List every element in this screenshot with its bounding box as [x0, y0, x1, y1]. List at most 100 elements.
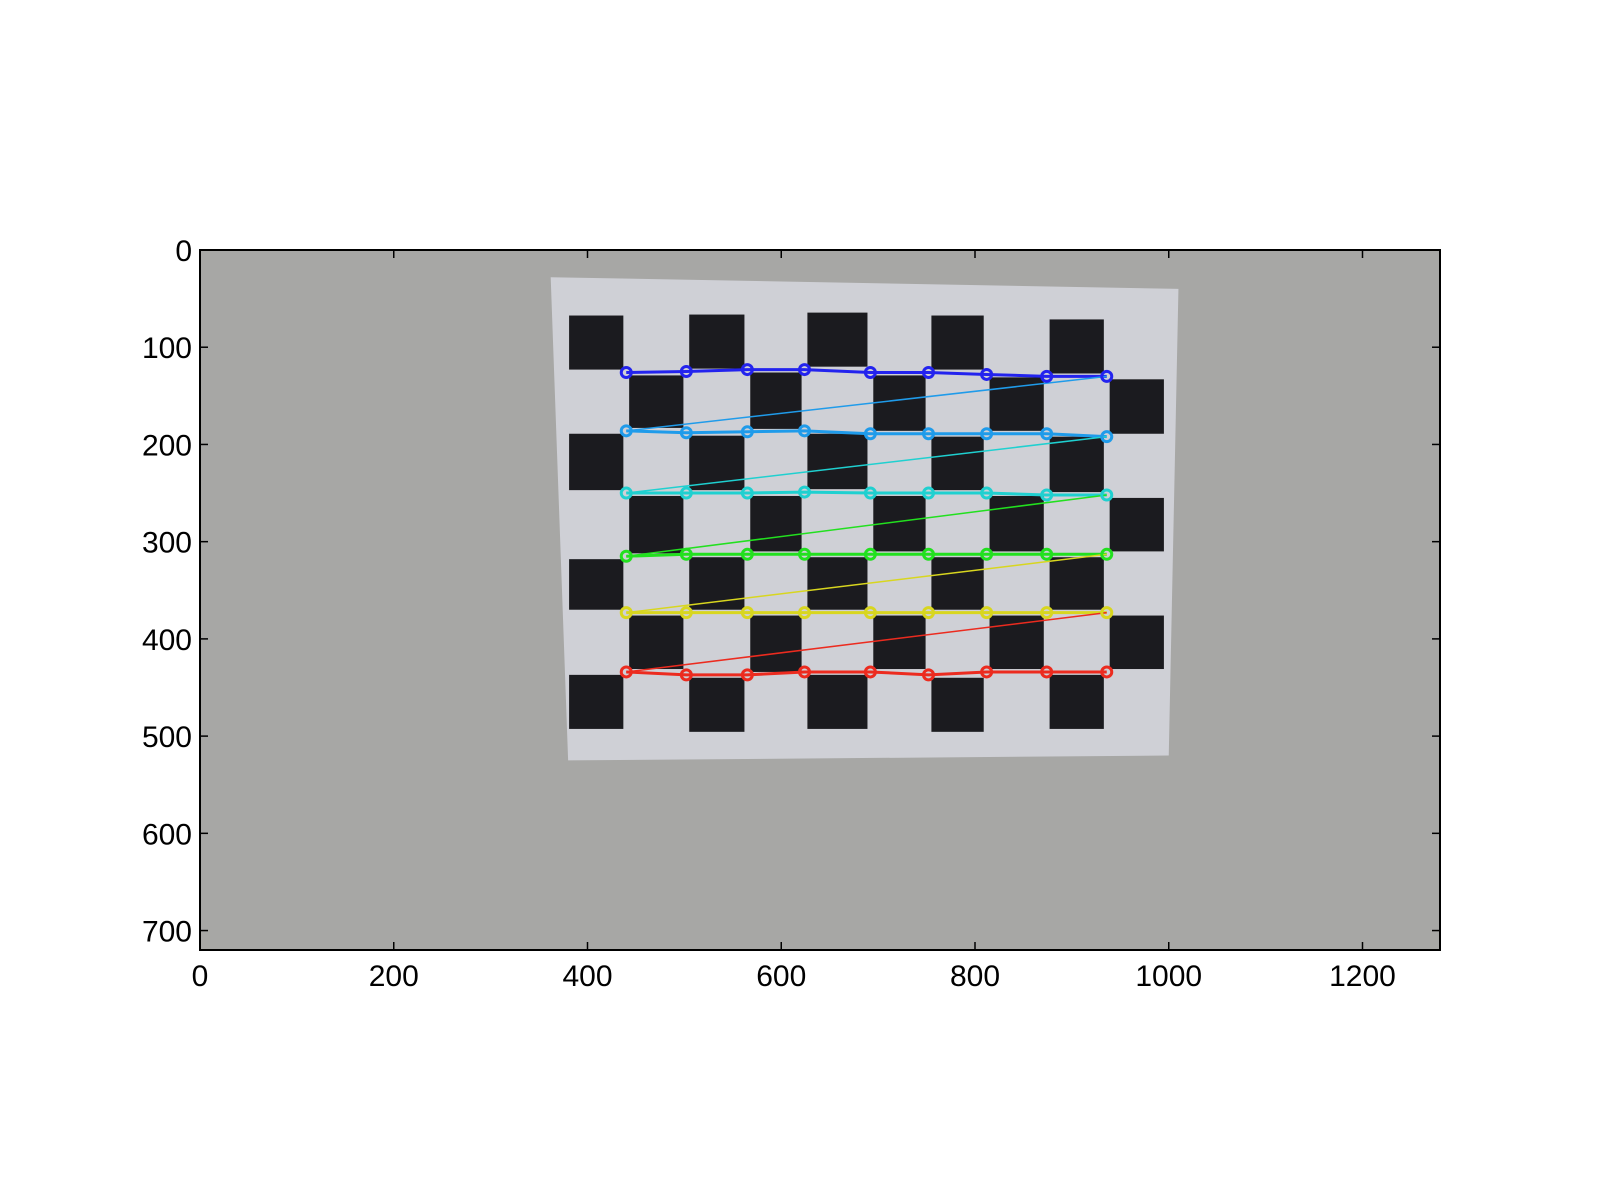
corner-row-line [626, 670, 1107, 677]
photo-image [200, 250, 1440, 950]
corner-point [922, 547, 935, 561]
corner-point [679, 668, 693, 682]
corner-row-1 [619, 363, 1114, 432]
checker-square [931, 315, 984, 370]
corner-row-connector [626, 375, 1107, 432]
checker-square [689, 677, 745, 732]
corner-point [863, 547, 877, 561]
corner-point [1100, 547, 1114, 561]
checker-square [807, 557, 868, 610]
corner-row-line [626, 552, 1107, 558]
checker-square [1049, 674, 1104, 729]
x-tick-label: 1200 [1329, 960, 1396, 993]
axis-ticks: 0 200 400 600 800 1000 1200 0 100 200 300 400 500 600… [142, 235, 1440, 993]
checker-square [931, 677, 984, 732]
corner-point [619, 549, 633, 563]
corner-point [619, 424, 633, 438]
corner-point [679, 547, 693, 561]
checker-square [750, 372, 802, 429]
corner-point [798, 363, 811, 377]
checker-square [1109, 615, 1164, 670]
y-tick-label: 300 [142, 527, 192, 560]
checker-square [750, 615, 802, 672]
checker-square [689, 435, 745, 491]
corner-point [740, 486, 754, 500]
corner-point [679, 426, 693, 440]
corner-point [1100, 665, 1114, 679]
checker-square [1109, 379, 1164, 434]
y-tick-label: 700 [142, 916, 192, 949]
corner-point [679, 606, 693, 620]
corner-row-5 [619, 606, 1114, 673]
checkerboard [569, 312, 1164, 732]
corner-point [740, 425, 754, 439]
corner-point [1040, 427, 1054, 441]
y-tick-label: 500 [142, 721, 192, 754]
y-tick-label: 100 [142, 332, 192, 365]
checker-square [807, 312, 868, 367]
corner-point [980, 547, 994, 561]
corner-row-2 [619, 424, 1114, 494]
corner-point [980, 665, 994, 679]
corner-row-connector [626, 435, 1107, 494]
corner-point [798, 485, 811, 499]
corner-point [798, 606, 811, 620]
corner-point [922, 668, 935, 682]
checker-square [689, 314, 745, 369]
corner-point [922, 427, 935, 441]
corner-point [740, 363, 754, 377]
corner-point [1040, 665, 1054, 679]
checker-square [1109, 497, 1164, 552]
corner-row-line [626, 490, 1107, 497]
checker-square [873, 615, 926, 670]
corner-point [1100, 369, 1114, 383]
corner-point [619, 665, 633, 679]
corner-point [1040, 488, 1054, 502]
corner-point [863, 665, 877, 679]
checker-square [569, 674, 624, 729]
corner-point [980, 367, 994, 381]
corner-point [740, 547, 754, 561]
corner-point [1040, 369, 1054, 383]
corner-point [863, 427, 877, 441]
corner-point [740, 668, 754, 682]
corner-point [619, 606, 633, 620]
x-tick-label: 0 [192, 960, 209, 993]
checker-square [807, 433, 868, 490]
checker-square [1049, 436, 1104, 493]
x-tick-label: 400 [562, 960, 612, 993]
corner-point [798, 665, 811, 679]
checker-square [1049, 319, 1104, 374]
checker-square [629, 375, 684, 428]
checker-square [931, 436, 984, 491]
corner-point [863, 486, 877, 500]
corner-row-3 [619, 485, 1114, 557]
corner-point [980, 427, 994, 441]
x-tick-label: 800 [950, 960, 1000, 993]
corner-row-4 [619, 547, 1114, 614]
y-tick-label: 400 [142, 624, 192, 657]
corner-point [922, 486, 935, 500]
checker-square [569, 433, 624, 491]
corner-point [863, 606, 877, 620]
x-tick-label: 1000 [1135, 960, 1202, 993]
corner-point [863, 366, 877, 379]
corner-point [980, 606, 994, 620]
corner-point [1100, 488, 1114, 502]
checker-square [807, 674, 868, 729]
corner-point [922, 366, 935, 379]
corner-point [980, 486, 994, 500]
chessboard-corner-overlay [619, 363, 1114, 682]
corner-point [1040, 547, 1054, 561]
checker-square [569, 559, 624, 610]
corner-point [679, 365, 693, 379]
corner-point [740, 606, 754, 620]
corner-point [679, 486, 693, 500]
corner-row-connector [626, 553, 1107, 614]
corner-row-connector [626, 494, 1107, 557]
corner-row-line [626, 429, 1107, 439]
checker-square [750, 495, 802, 552]
corner-row-6 [619, 665, 1114, 682]
corner-point [1040, 606, 1054, 620]
